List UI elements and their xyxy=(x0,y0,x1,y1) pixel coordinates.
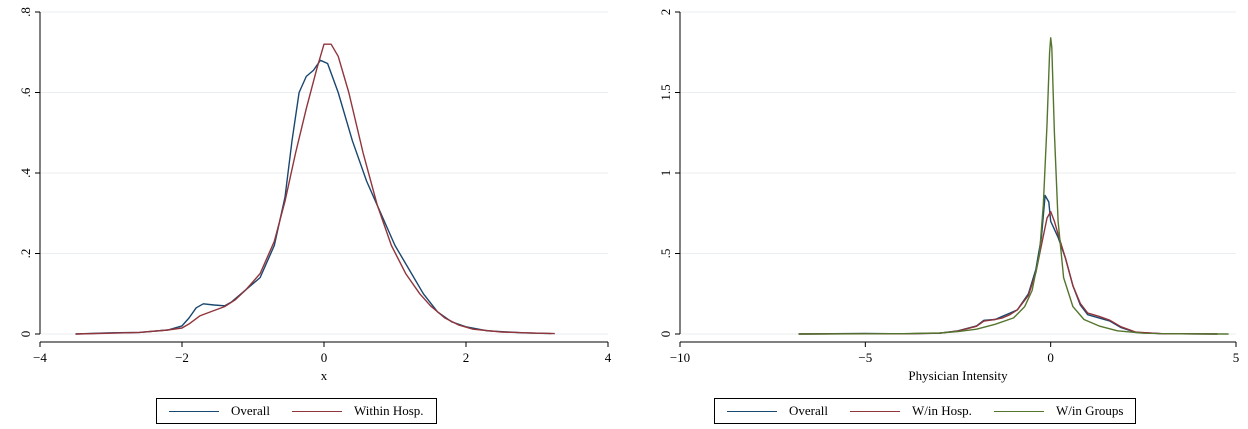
legend-label-win-hosp: W/in Hosp. xyxy=(911,403,972,418)
x-tick-label: −5 xyxy=(858,350,872,365)
legend-label-within-hosp: Within Hosp. xyxy=(353,403,424,418)
y-tick-label: .4 xyxy=(18,168,33,178)
chart-panel-left: 0 .2 .4 .6 .8 −4 −2 0 2 4 x Overall Within Hosp. xyxy=(18,7,612,424)
x-tick-label: 5 xyxy=(1233,350,1240,365)
legend-item-win-hosp: W/in Hosp. xyxy=(849,403,972,419)
y-tick-label: .6 xyxy=(18,87,33,97)
legend-label-win-groups: W/in Groups xyxy=(1055,403,1124,418)
legend-swatch-win-hosp xyxy=(849,410,900,412)
legend-swatch-overall-r xyxy=(727,410,777,412)
legend-left: Overall Within Hosp. xyxy=(156,398,437,424)
y-tick-label: .8 xyxy=(18,7,33,17)
y-tick-label: 2 xyxy=(658,9,673,16)
x-tick-label: 4 xyxy=(605,350,612,365)
series-line-w-in-hosp xyxy=(798,210,1218,335)
x-axis-title: x xyxy=(321,368,328,383)
y-tick-label: 1.5 xyxy=(658,84,673,100)
y-tick-label: 0 xyxy=(18,331,33,338)
y-tick-label: 0 xyxy=(658,331,673,338)
series-line-overall xyxy=(75,59,552,335)
series-line-within-hosp xyxy=(75,43,555,335)
y-tick-label: .5 xyxy=(658,249,673,259)
x-tick-label: 0 xyxy=(1047,350,1054,365)
legend-label-overall-r: Overall xyxy=(789,403,828,418)
legend-label-overall: Overall xyxy=(231,403,270,418)
chart-panel-right: 0 .5 1 1.5 2 −10 −5 0 5 Physician Intensity Overa… xyxy=(624,0,1248,429)
legend-swatch-within-hosp xyxy=(291,410,342,412)
series-line-overall xyxy=(798,194,1218,335)
legend-swatch-win-groups xyxy=(993,410,1044,412)
chart-left-svg: 0 .2 .4 .6 .8 −4 −2 0 2 4 x xyxy=(18,7,612,383)
x-axis-title: Physician Intensity xyxy=(908,368,1008,383)
legend-item-overall: Overall xyxy=(169,403,270,419)
x-tick-label: 0 xyxy=(321,350,328,365)
legend-swatch-overall xyxy=(169,410,219,412)
legend-right: Overall W/in Hosp. W/in Groups xyxy=(714,398,1137,424)
y-tick-label: 1 xyxy=(658,170,673,177)
x-tick-label: 2 xyxy=(463,350,470,365)
legend-item-overall-r: Overall xyxy=(727,403,828,419)
legend-item-win-groups: W/in Groups xyxy=(993,403,1124,419)
legend-item-within-hosp: Within Hosp. xyxy=(291,403,424,419)
chart-right-svg: 0 .5 1 1.5 2 −10 −5 0 5 Physician Intensity xyxy=(658,9,1240,383)
x-tick-label: −2 xyxy=(175,350,189,365)
y-tick-label: .2 xyxy=(18,249,33,259)
x-tick-label: −10 xyxy=(670,350,690,365)
x-tick-label: −4 xyxy=(33,350,47,365)
series-line-w-in-groups xyxy=(798,37,1229,335)
